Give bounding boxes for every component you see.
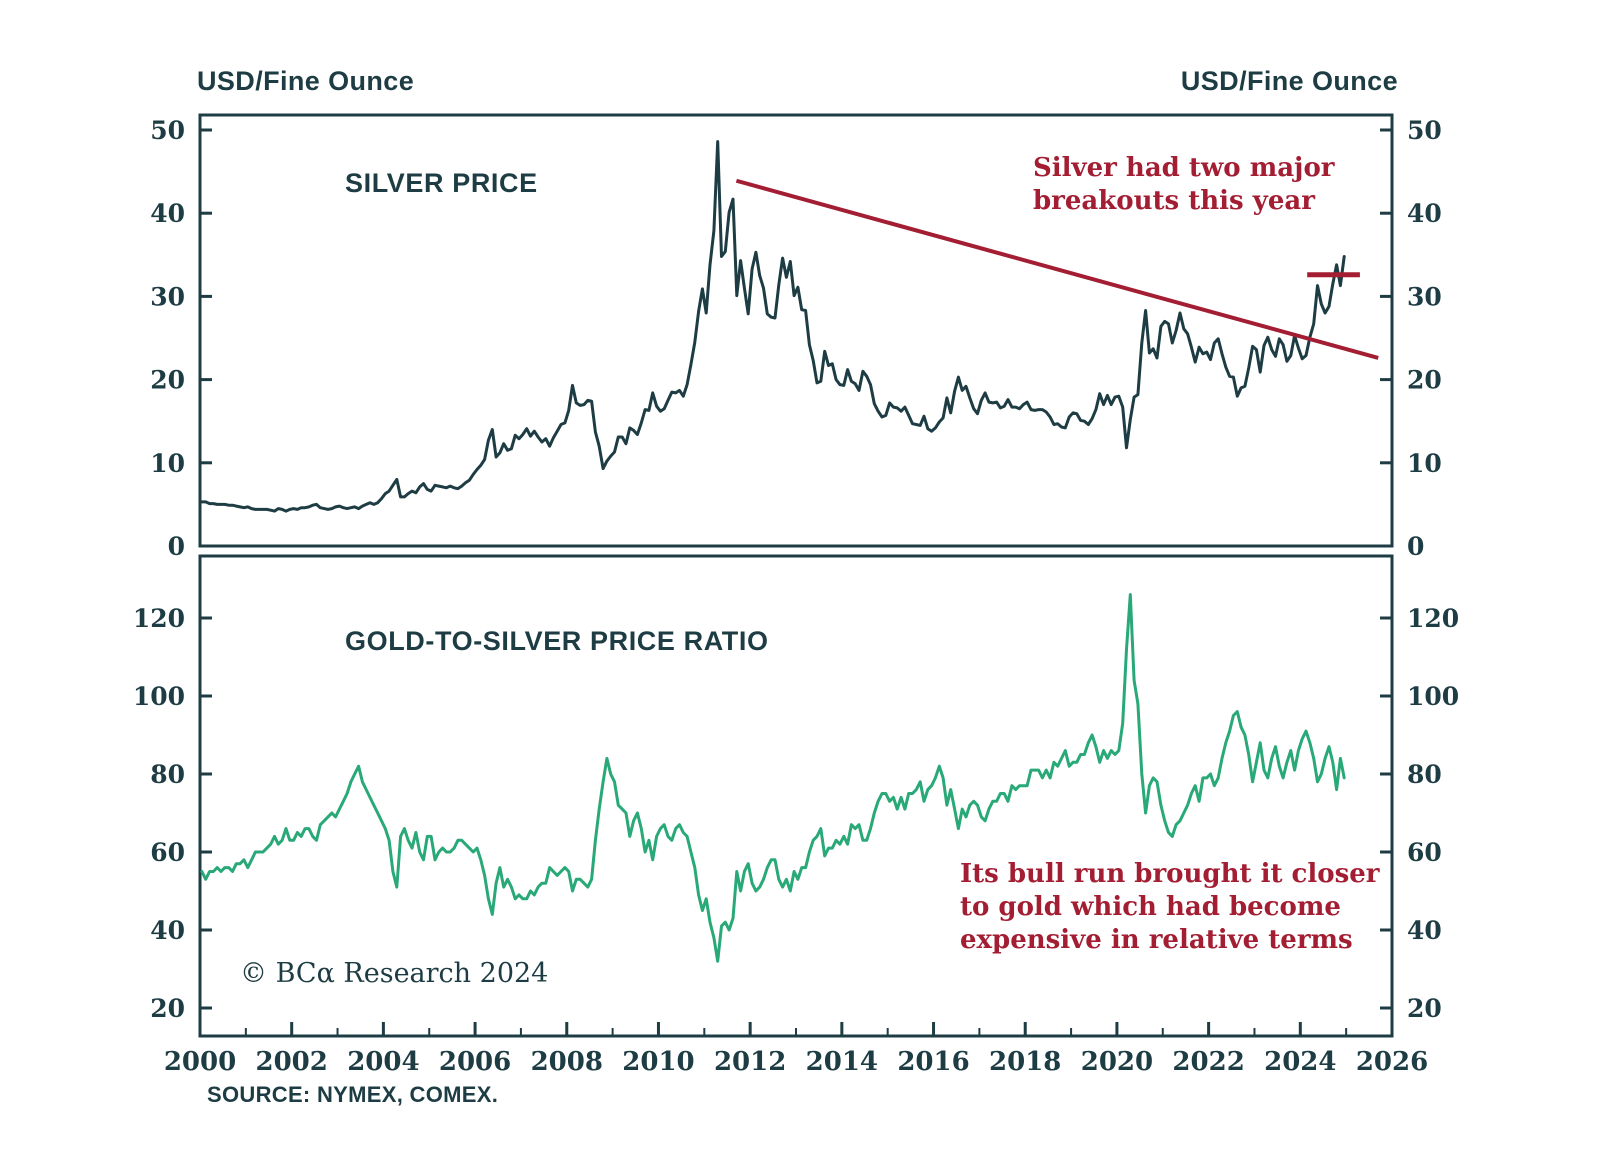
x-tick-label: 2018 [989,1047,1061,1077]
y-tick-label: 120 [133,604,185,633]
y-tick-label: 50 [150,116,185,145]
ratio-bull-run-annotation: Its bull run brought it closer to gold w… [960,859,1380,956]
y-tick-label: 40 [1407,199,1442,228]
y-tick-label: 10 [1407,449,1442,478]
x-tick-label: 2016 [897,1047,969,1077]
x-tick-label: 2026 [1356,1047,1428,1077]
ratio-panel-title: GOLD-TO-SILVER PRICE RATIO [345,626,769,656]
x-tick-label: 2012 [714,1047,786,1077]
silver-price-line [200,140,1346,513]
left-axis-title: USD/Fine Ounce [197,66,415,96]
x-tick-label: 2006 [439,1047,511,1077]
bca-research-copyright: © BCα Research 2024 [240,958,549,989]
x-tick-label: 2000 [164,1047,236,1077]
x-tick-label: 2008 [531,1047,603,1077]
y-tick-label: 40 [1407,916,1442,945]
y-tick-label: 10 [150,449,185,478]
downtrend-line [735,178,1379,360]
y-tick-label: 50 [1407,116,1442,145]
panel-frame-0 [198,113,1394,548]
y-tick-label: 60 [1407,838,1442,867]
y-tick-label: 60 [150,838,185,867]
x-tick-label: 2020 [1081,1047,1153,1077]
y-tick-label: 0 [168,532,185,561]
x-tick-label: 2024 [1264,1047,1336,1077]
x-tick-label: 2014 [806,1047,878,1077]
y-tick-label: 20 [150,994,185,1023]
gold-to-silver-ratio-line [200,593,1346,963]
x-tick-label: 2002 [256,1047,328,1077]
y-tick-label: 80 [150,760,185,789]
y-tick-label: 20 [1407,366,1442,395]
y-tick-label: 20 [1407,994,1442,1023]
y-tick-label: 0 [1407,532,1424,561]
y-tick-label: 100 [133,682,185,711]
y-tick-label: 40 [150,916,185,945]
y-tick-label: 40 [150,199,185,228]
x-tick-label: 2022 [1172,1047,1244,1077]
x-tick-label: 2004 [347,1047,419,1077]
y-tick-label: 120 [1407,604,1459,633]
x-tick-label: 2010 [622,1047,694,1077]
y-tick-label: 80 [1407,760,1442,789]
source-note: SOURCE: NYMEX, COMEX. [207,1082,499,1107]
y-tick-label: 100 [1407,682,1459,711]
silver-breakout-annotation: Silver had two major breakouts this year [1033,153,1335,217]
y-tick-label: 20 [150,366,185,395]
silver-panel-title: SILVER PRICE [345,168,538,198]
right-axis-title: USD/Fine Ounce [1180,66,1398,96]
y-tick-label: 30 [1407,282,1442,311]
y-tick-label: 30 [150,282,185,311]
